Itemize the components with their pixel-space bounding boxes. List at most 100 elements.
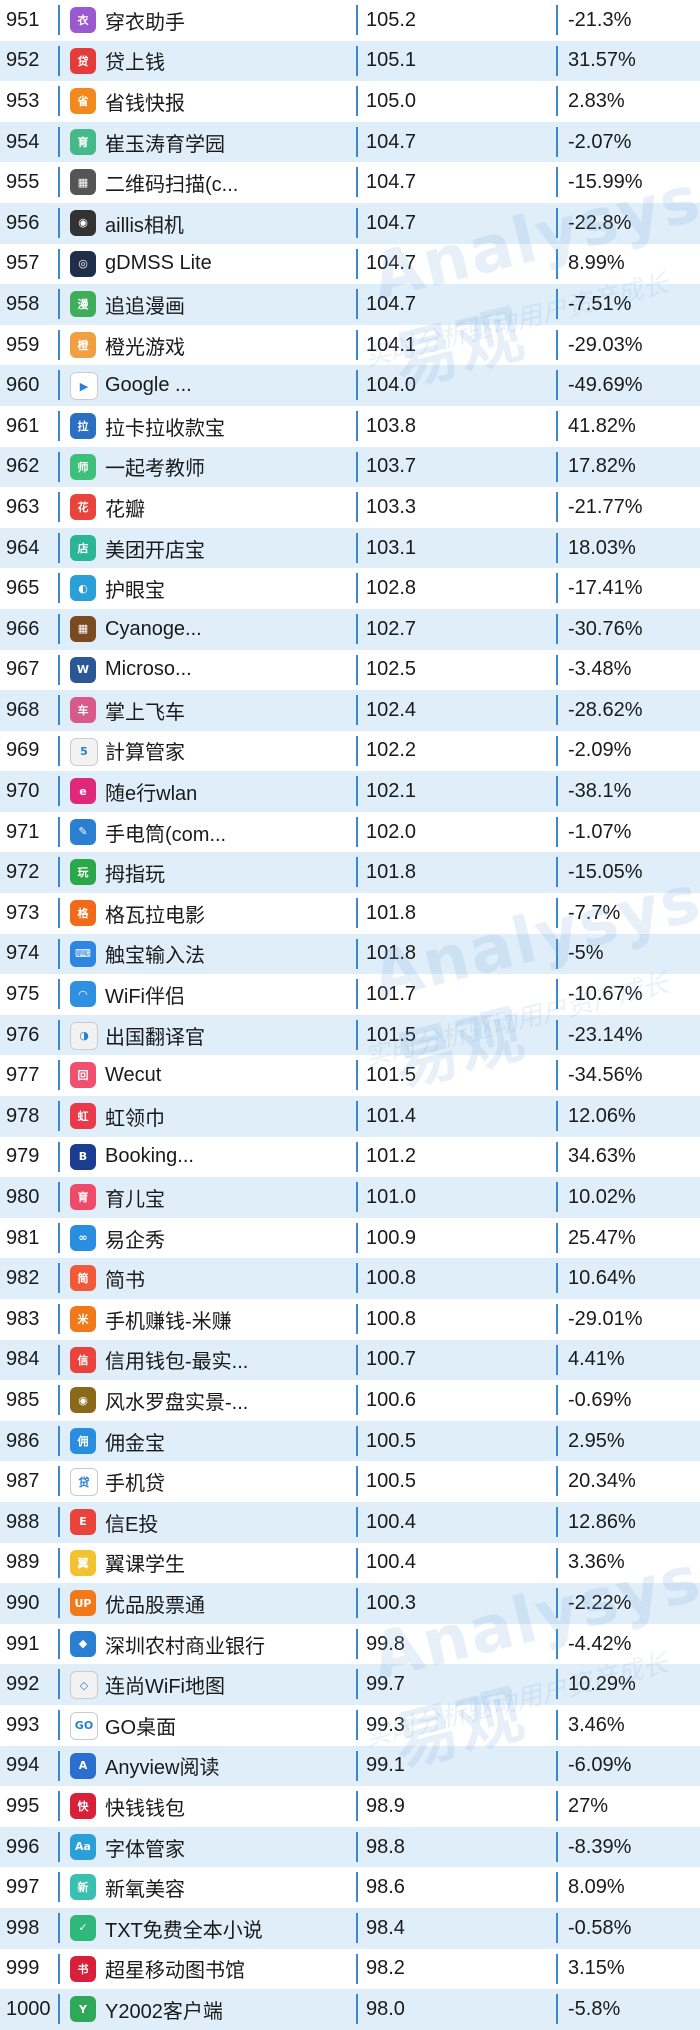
rank-number: 982 xyxy=(6,1267,40,1290)
column-divider xyxy=(58,1628,60,1659)
column-divider xyxy=(356,289,358,320)
column-divider xyxy=(58,451,60,482)
column-divider xyxy=(356,126,358,157)
score-value: 102.0 xyxy=(366,820,417,843)
rank-number: 986 xyxy=(6,1429,40,1452)
table-row: 978 虹虹领巾 101.4 12.06% xyxy=(0,1096,700,1137)
table-row: 967 W Microso... 102.5 -3.48% xyxy=(0,650,700,691)
app-name: 手机贷 xyxy=(105,1473,165,1496)
column-divider xyxy=(556,1101,558,1132)
rank-number: 987 xyxy=(6,1470,40,1493)
rank-number: 961 xyxy=(6,414,40,437)
rank-number: 972 xyxy=(6,861,40,884)
app-icon: 贷 xyxy=(70,1468,98,1497)
change-percent: 2.83% xyxy=(568,89,625,112)
column-divider xyxy=(556,695,558,726)
change-percent: -6.09% xyxy=(568,1754,632,1777)
app-icon: ▶ xyxy=(70,372,98,401)
column-divider xyxy=(58,1506,60,1537)
rank-number: 991 xyxy=(6,1632,40,1655)
app-name: 风水罗盘实景-... xyxy=(105,1391,249,1414)
column-divider xyxy=(556,857,558,888)
column-divider xyxy=(356,1101,358,1132)
column-divider xyxy=(58,1263,60,1294)
column-divider xyxy=(356,207,358,238)
score-value: 103.7 xyxy=(366,455,417,478)
score-value: 104.7 xyxy=(366,292,417,315)
app-name: 优品股票通 xyxy=(105,1594,205,1617)
column-divider xyxy=(58,410,60,441)
rank-number: 968 xyxy=(6,698,40,721)
column-divider xyxy=(356,1750,358,1781)
score-value: 98.9 xyxy=(366,1794,405,1817)
change-percent: 10.02% xyxy=(568,1186,636,1209)
app-name: Anyview阅读 xyxy=(105,1757,220,1780)
rank-number: 956 xyxy=(6,211,40,234)
column-divider xyxy=(58,1344,60,1375)
change-percent: -49.69% xyxy=(568,374,643,397)
app-icon: 贷 xyxy=(70,47,96,74)
column-divider xyxy=(58,1669,60,1700)
table-row: 996 Aa 字体管家 98.8 -8.39% xyxy=(0,1826,700,1868)
table-row: 960 ▶ Google ... 104.0 -49.69% xyxy=(0,365,700,406)
table-row: 972 玩拇指玩 101.8 -15.05% xyxy=(0,852,700,894)
app-name: Wecut xyxy=(105,1064,162,1087)
column-divider xyxy=(556,979,558,1010)
column-divider xyxy=(556,248,558,279)
app-name: 花瓣 xyxy=(105,498,145,521)
score-value: 104.7 xyxy=(366,171,417,194)
change-percent: -7.51% xyxy=(568,292,632,315)
table-row: 966 ▦ Cyanoge... 102.7 -30.76% xyxy=(0,608,700,650)
column-divider xyxy=(58,1141,60,1172)
app-icon: 格 xyxy=(70,900,96,927)
column-divider xyxy=(356,1872,358,1903)
column-divider xyxy=(556,1385,558,1416)
column-divider xyxy=(356,1994,358,2025)
rank-number: 953 xyxy=(6,89,40,112)
column-divider xyxy=(556,289,558,320)
change-percent: -29.01% xyxy=(568,1307,643,1330)
rank-number: 984 xyxy=(6,1348,40,1371)
table-row: 958 漫追追漫画 104.7 -7.51% xyxy=(0,284,700,325)
change-percent: 10.64% xyxy=(568,1267,636,1290)
table-row: 964 店美团开店宝 103.1 18.03% xyxy=(0,527,700,569)
column-divider xyxy=(556,1709,558,1740)
column-divider xyxy=(356,1912,358,1943)
column-divider xyxy=(556,1669,558,1700)
change-percent: -7.7% xyxy=(568,901,621,924)
rank-number: 970 xyxy=(6,780,40,803)
column-divider xyxy=(356,248,358,279)
score-value: 103.1 xyxy=(366,536,417,559)
app-name: Y2002客户端 xyxy=(105,2000,223,2023)
change-percent: 8.99% xyxy=(568,252,625,275)
app-icon: 车 xyxy=(70,697,96,724)
app-icon: ◑ xyxy=(70,1021,98,1050)
app-name: 穿衣助手 xyxy=(105,11,185,34)
table-row: 989 翼翼课学生 100.4 3.36% xyxy=(0,1543,700,1584)
table-row: 961 拉拉卡拉收款宝 103.8 41.82% xyxy=(0,406,700,447)
app-name: 触宝输入法 xyxy=(105,945,205,968)
column-divider xyxy=(556,532,558,563)
table-row: 994 A Anyview阅读 99.1 -6.09% xyxy=(0,1745,700,1787)
column-divider xyxy=(356,1222,358,1253)
table-row: 955 ▦ 二维码扫描(c... 104.7 -15.99% xyxy=(0,162,700,203)
rank-number: 973 xyxy=(6,901,40,924)
table-row: 969 5 計算管家 102.2 -2.09% xyxy=(0,731,700,772)
column-divider xyxy=(58,248,60,279)
column-divider xyxy=(556,1304,558,1334)
table-row: 974 ⌨ 触宝输入法 101.8 -5% xyxy=(0,933,700,975)
table-row: 962 师一起考教师 103.7 17.82% xyxy=(0,446,700,488)
app-icon: Y xyxy=(70,1996,96,2023)
table-row: 951 衣穿衣助手 105.2 -21.3% xyxy=(0,0,700,41)
app-icon: 店 xyxy=(70,534,96,561)
change-percent: -5.8% xyxy=(568,1997,621,2020)
change-percent: -2.09% xyxy=(568,739,632,762)
table-row: 992 ◇ 连尚WiFi地图 99.7 10.29% xyxy=(0,1664,700,1705)
change-percent: 8.09% xyxy=(568,1876,625,1899)
column-divider xyxy=(556,207,558,238)
score-value: 102.2 xyxy=(366,739,417,762)
app-icon: E xyxy=(70,1508,96,1535)
app-icon: A xyxy=(70,1752,96,1779)
rank-number: 978 xyxy=(6,1104,40,1127)
score-value: 98.6 xyxy=(366,1876,405,1899)
